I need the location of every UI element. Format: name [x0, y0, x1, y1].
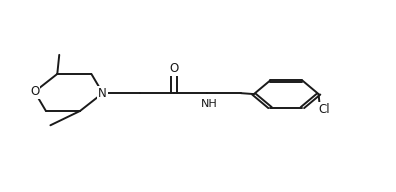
Text: NH: NH [201, 99, 218, 109]
Text: O: O [169, 62, 178, 75]
Text: O: O [30, 85, 39, 98]
Text: Cl: Cl [318, 103, 329, 116]
Text: N: N [98, 87, 107, 100]
